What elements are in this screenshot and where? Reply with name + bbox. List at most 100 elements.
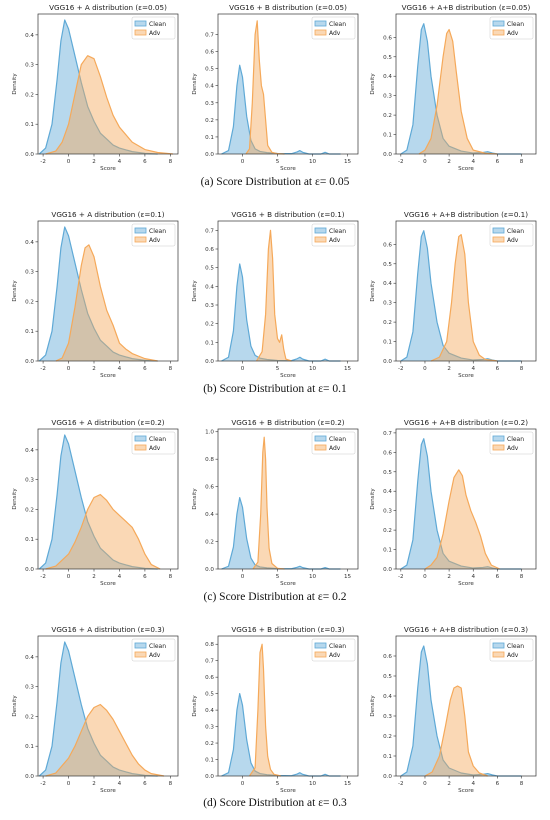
y-tick-label: 0.3 [383,714,392,720]
y-tick-label: 0.4 [383,74,392,80]
clean-legend-swatch [134,227,147,234]
x-tick-label: -2 [398,159,404,165]
chart-title: VGG16 + A distribution (ε=0.1) [51,210,164,219]
y-tick-label: 0.4 [205,84,214,90]
adv-legend-label: Adv [329,237,341,244]
x-tick-label: 8 [520,574,524,580]
y-tick-label: 0.3 [205,725,214,731]
adv-density-line [424,685,488,777]
adv-legend-label: Adv [329,652,341,659]
chart-panel: VGG16 + B distribution (ε=0.05) 0 5 10 15 0.0… [192,3,359,172]
clean-density-line [400,23,522,155]
adv-legend-swatch [134,236,147,243]
clean-legend-label: Clean [507,21,524,28]
x-tick-label: 5 [276,574,280,580]
x-tick-label: 0 [241,366,245,372]
y-tick-label: 0.1 [25,329,34,335]
plot-frame [395,220,537,362]
chart-title: VGG16 + A+B distribution (ε=0.1) [404,210,528,219]
x-tick-label: 0 [423,781,427,787]
y-tick-label: 0.7 [205,228,214,234]
legend-box [489,223,534,247]
x-tick-label: 0 [241,781,245,787]
x-tick-label: 15 [344,159,352,165]
y-tick-label: 0.2 [205,540,214,546]
y-axis-label: Density [192,280,198,302]
clean-legend-swatch [134,435,147,442]
x-tick-label: 6 [143,574,147,580]
y-tick-label: 0.6 [205,675,214,681]
y-tick-label: 0.7 [205,32,214,38]
y-tick-label: 0.4 [383,281,392,287]
x-tick-label: 6 [496,574,500,580]
y-tick-label: 0.2 [205,118,214,124]
plot-frame [395,13,537,155]
y-tick-label: 0.2 [25,714,34,720]
y-tick-label: 0.4 [25,448,34,454]
y-tick-label: 0.3 [383,509,392,515]
chart-title: VGG16 + B distribution (ε=0.1) [231,210,344,219]
y-tick-label: 0.4 [383,489,392,495]
y-tick-label: 0.4 [25,33,34,39]
clean-legend-label: Clean [149,643,166,650]
clean-legend-label: Clean [507,228,524,235]
x-tick-label: -2 [398,574,404,580]
y-tick-label: 0.3 [205,101,214,107]
x-axis-label: Score [100,788,116,794]
y-tick-label: 0.1 [25,744,34,750]
y-tick-label: 0.0 [383,359,392,365]
y-tick-label: 0.5 [205,692,214,698]
chart-panel: VGG16 + A distribution (ε=0.3) -2 0 2 4 6 8 0.0… [12,625,179,794]
legend-box [489,431,534,455]
clean-legend-swatch [314,642,327,649]
adv-legend-label: Adv [149,237,161,244]
legend-box [131,431,176,455]
x-axis-label: Score [458,788,474,794]
legend-box [489,638,534,662]
x-tick-label: 8 [169,159,173,165]
y-axis-label: Density [12,280,18,302]
y-tick-label: 1.0 [205,430,214,436]
clean-legend-label: Clean [149,436,166,443]
chart-title: VGG16 + B distribution (ε=0.05) [229,3,347,12]
y-tick-label: 0.0 [205,359,214,365]
chart-title: VGG16 + A distribution (ε=0.3) [51,625,164,634]
adv-legend-swatch [134,444,147,451]
y-tick-label: 0.0 [205,567,214,573]
y-axis-label: Density [192,73,198,95]
clean-legend-swatch [492,20,505,27]
x-tick-label: 2 [92,159,96,165]
adv-legend-swatch [134,651,147,658]
y-tick-label: 0.1 [383,340,392,346]
adv-legend-swatch [314,236,327,243]
x-tick-label: 4 [118,366,122,372]
adv-legend-swatch [134,29,147,36]
y-tick-label: 0.7 [383,431,392,437]
clean-legend-label: Clean [329,21,346,28]
x-tick-label: 15 [344,574,352,580]
y-tick-label: 0.4 [205,708,214,714]
y-tick-label: 0.0 [25,359,34,365]
adv-density-line [45,55,173,155]
x-tick-label: 10 [309,781,317,787]
chart-title: VGG16 + A distribution (ε=0.2) [51,418,164,427]
adv-legend-label: Adv [149,30,161,37]
adv-legend-swatch [492,444,505,451]
x-tick-label: 4 [118,574,122,580]
y-tick-label: 0.5 [383,674,392,680]
clean-legend-swatch [134,20,147,27]
caption-b: (b) Score Distribution at ε= 0.1 [203,383,347,395]
clean-density-area [221,693,341,776]
adv-density-line [430,234,498,362]
y-tick-label: 0.1 [205,340,214,346]
x-tick-label: 5 [276,159,280,165]
y-tick-label: 0.6 [383,242,392,248]
x-tick-label: -2 [398,366,404,372]
adv-density-area [424,469,500,569]
adv-density-line [418,28,498,155]
clean-legend-label: Clean [507,436,524,443]
y-tick-label: 0.3 [383,301,392,307]
y-axis-label: Density [12,488,18,510]
x-tick-label: 0 [423,574,427,580]
